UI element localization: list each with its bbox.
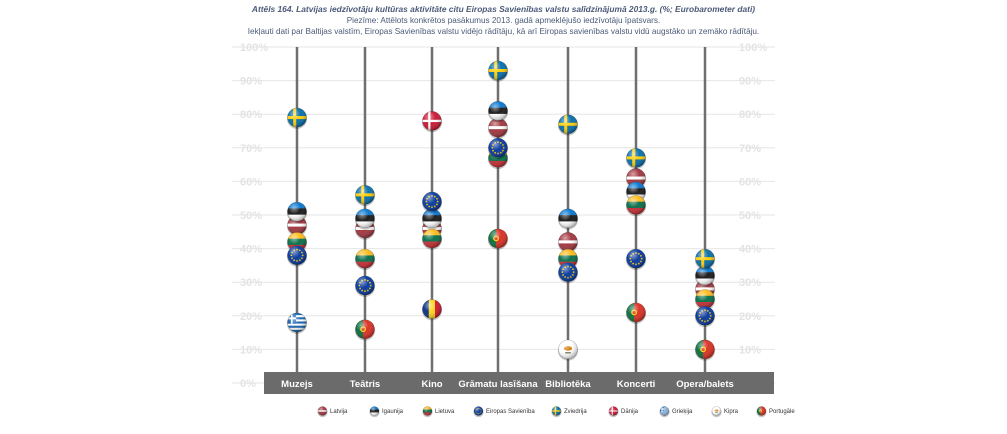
data-point-sweden [286,107,308,129]
data-point-estonia [487,101,509,123]
data-point-sweden [694,248,716,270]
data-point-latvia [487,117,509,139]
legend-item: Lietuva [435,409,455,415]
data-point-estonia [625,181,647,203]
y-tick-label-left: 10% [240,344,262,356]
data-point-eu [421,191,443,213]
y-tick-label-right: 100% [739,42,767,54]
legend-item: Grieķija [672,409,693,415]
data-point-greece [286,312,308,334]
data-point-portugal [487,228,509,250]
chart-title: Attēls 164. Latvijas iedzīvotāju kultūra… [251,4,756,14]
data-point-eu [625,248,647,270]
y-tick-label-left: 80% [240,109,262,121]
y-tick-label-right: 40% [739,244,761,256]
category-label-bar [264,372,774,394]
y-tick-label-left: 100% [240,42,268,54]
data-point-estonia [421,208,443,230]
legend-label: Eiropas Savienība [486,409,535,415]
data-point-sweden [625,148,647,170]
category-label: Kino [421,379,442,390]
y-tick-label-right: 60% [739,176,761,188]
data-point-eu [354,275,376,297]
data-point-sweden [487,60,509,82]
data-point-latvia [557,232,579,254]
y-tick-label-right: 20% [739,311,761,323]
data-point-portugal [625,302,647,324]
data-point-latvia [286,215,308,237]
legend-marker-cyprus [711,406,722,418]
legend-item: Dānija [621,409,639,415]
y-tick-label-right: 90% [739,76,761,88]
y-tick-label-left: 50% [240,210,262,222]
chart-note-1: Piezīme: Attēlots konkrētos pasākumus 20… [346,16,661,25]
legend-item: Latvija [330,409,348,415]
data-point-lithuania [421,228,443,250]
category-label: Opera/balets [676,379,734,390]
legend-marker-eu [473,406,484,418]
data-point-lithuania [354,248,376,270]
legend-item: Eiropas Savienība [486,409,535,415]
data-point-eu [694,305,716,328]
data-point-romania [421,299,443,321]
y-tick-label-right: 80% [739,109,761,121]
chart-note-2: Iekļauti dati par Baltijas valstīm, Eiro… [247,27,760,36]
y-tick-label-left: 60% [240,176,262,188]
y-tick-label-right: 70% [739,143,761,155]
legend-marker-sweden [551,406,562,418]
y-tick-label-right: 30% [739,277,761,289]
data-point-sweden [354,185,376,207]
y-tick-label-right: 10% [739,344,761,356]
category-label: Grāmatu lasīšana [458,379,538,390]
y-tick-label-right: 50% [739,210,761,222]
chart-header: Attēls 164. Latvijas iedzīvotāju kultūra… [0,0,1007,37]
y-tick-label-left: 0% [240,378,256,390]
legend-label: Igaunija [382,409,404,415]
legend-marker-denmark [608,406,619,418]
legend-label: Kipra [724,409,739,415]
legend-label: Latvija [330,409,348,415]
data-point-eu [487,138,509,160]
data-point-cyprus [557,339,579,361]
legend-item: Zviedrija [564,409,587,415]
category-label: Muzejs [281,379,313,390]
legend-marker-portugal [756,406,767,418]
legend-label: Grieķija [672,409,693,415]
data-point-portugal [354,319,376,341]
y-tick-label-left: 20% [240,311,262,323]
y-tick-label-left: 30% [240,277,262,289]
data-point-eu [286,245,308,267]
data-point-estonia [354,208,376,230]
data-point-portugal [694,339,716,361]
data-point-sweden [557,114,579,136]
data-point-estonia [557,208,579,230]
data-point-lithuania [694,289,716,311]
legend-marker-greece [659,406,670,418]
legend-item: Kipra [724,409,739,415]
legend-marker-lithuania [422,406,433,418]
y-tick-label-left: 90% [240,76,262,88]
data-point-estonia [286,201,308,223]
data-point-denmark [421,111,443,133]
data-point-eu [557,262,579,284]
legend-label: Zviedrija [564,409,587,415]
category-label: Koncerti [617,379,656,390]
category-label: Bibliotēka [545,379,591,390]
data-point-lithuania [625,195,647,217]
legend-item: Igaunija [382,409,404,415]
category-label: Teātris [350,379,380,390]
legend-label: Lietuva [435,409,455,415]
legend-marker-estonia [369,406,380,418]
legend-marker-latvia [317,406,328,418]
legend-item: Portugāle [769,409,795,415]
y-tick-label-left: 40% [240,244,262,256]
legend-label: Dānija [621,409,639,415]
y-tick-label-left: 70% [240,143,262,155]
data-point-estonia [694,265,716,287]
legend-label: Portugāle [769,409,795,415]
